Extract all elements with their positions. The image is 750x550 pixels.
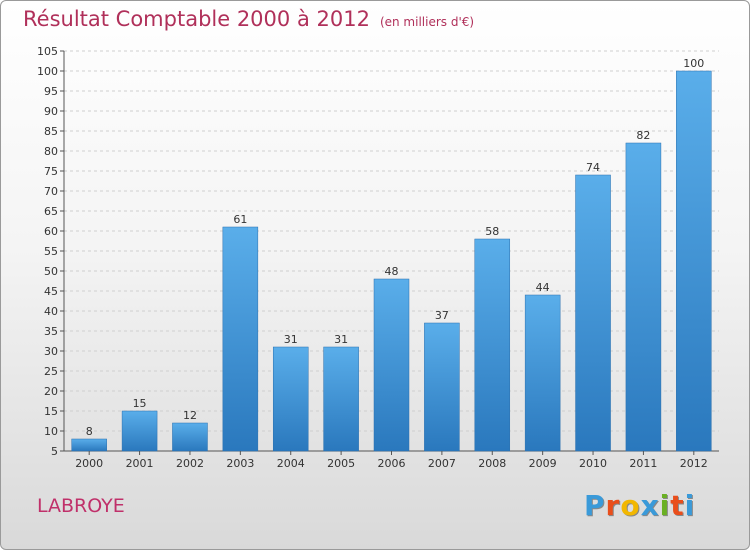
y-tick-label: 95 — [44, 85, 58, 98]
y-tick-label: 35 — [44, 325, 58, 338]
chart-subtitle: (en milliers d'€) — [379, 15, 475, 29]
bar-2008 — [474, 238, 511, 452]
y-tick-label: 25 — [44, 365, 58, 378]
bar-2000 — [71, 438, 107, 452]
data-labels: 8 15 12 61 31 31 48 37 58 44 74 82 100 — [86, 57, 705, 438]
x-tick-label: 2011 — [629, 457, 657, 470]
data-label: 15 — [133, 397, 147, 410]
y-tick-label: 30 — [44, 345, 58, 358]
x-tick-label: 2008 — [478, 457, 506, 470]
y-tick-label: 45 — [44, 285, 58, 298]
data-label: 61 — [233, 213, 247, 226]
x-tick-label: 2007 — [428, 457, 456, 470]
y-tick-label: 105 — [37, 45, 58, 58]
y-tick-label: 65 — [44, 205, 58, 218]
location-label: LABROYE — [37, 495, 125, 517]
logo-letter: t — [670, 489, 685, 522]
data-label: 58 — [485, 225, 499, 238]
y-tick-label: 20 — [44, 385, 58, 398]
data-label: 82 — [636, 129, 650, 142]
data-label: 74 — [586, 161, 600, 174]
y-tick-label: 60 — [44, 225, 58, 238]
data-label: 31 — [284, 333, 298, 346]
logo-letter: x — [640, 489, 660, 522]
x-tick-label: 2004 — [277, 457, 305, 470]
bar-2011 — [625, 142, 662, 452]
x-tick-label: 2006 — [378, 457, 406, 470]
logo-letter: r — [605, 489, 621, 522]
y-tick-label: 55 — [44, 245, 58, 258]
bars — [71, 70, 712, 452]
bar-2006 — [373, 278, 410, 452]
y-tick-label: 100 — [37, 65, 58, 78]
x-tick-label: 2005 — [327, 457, 355, 470]
logo-letter: o — [620, 489, 641, 522]
data-label: 12 — [183, 409, 197, 422]
data-label: 37 — [435, 309, 449, 322]
data-label: 48 — [385, 265, 399, 278]
data-label: 100 — [683, 57, 704, 70]
data-label: 31 — [334, 333, 348, 346]
data-label: 8 — [86, 425, 93, 438]
chart-title: Résultat Comptable 2000 à 2012 — [23, 7, 370, 31]
x-tick-label: 2001 — [126, 457, 154, 470]
bar-2012 — [676, 70, 712, 452]
y-tick-label: 70 — [44, 185, 58, 198]
y-tick-label: 40 — [44, 305, 58, 318]
logo-letter: i — [684, 489, 696, 522]
y-tick-label: 5 — [51, 445, 58, 458]
bar-2007 — [424, 322, 460, 452]
chart-title-block: Résultat Comptable 2000 à 2012 (en millie… — [23, 7, 474, 31]
bar-2002 — [172, 422, 208, 452]
x-tick-label: 2003 — [226, 457, 254, 470]
x-tick-label: 2012 — [680, 457, 708, 470]
x-tick-label: 2010 — [579, 457, 607, 470]
y-tick-label: 80 — [44, 145, 58, 158]
proxiti-logo: Proxiti — [584, 489, 695, 522]
x-tick-label: 2002 — [176, 457, 204, 470]
bar-2001 — [121, 410, 158, 452]
y-tick-label: 85 — [44, 125, 58, 138]
y-tick-label: 90 — [44, 105, 58, 118]
bar-2010 — [575, 174, 611, 452]
logo-letter: i — [659, 489, 671, 522]
x-axis-ticks: 2000 2001 2002 2003 2004 2005 2006 2007 2008 2009… — [75, 451, 708, 470]
bar-2009 — [524, 294, 561, 452]
y-tick-label: 75 — [44, 165, 58, 178]
bar-2004 — [272, 346, 309, 452]
y-tick-label: 10 — [44, 425, 58, 438]
bar-2003 — [222, 226, 259, 452]
x-tick-label: 2000 — [75, 457, 103, 470]
data-label: 44 — [536, 281, 550, 294]
logo-letter: P — [584, 489, 606, 522]
y-tick-label: 50 — [44, 265, 58, 278]
y-tick-label: 15 — [44, 405, 58, 418]
bar-2005 — [323, 346, 359, 452]
x-tick-label: 2009 — [529, 457, 557, 470]
y-axis-ticks: 5 10 15 20 25 30 35 40 45 50 55 60 65 70 75 80 85 90 95 100… — [37, 45, 64, 458]
